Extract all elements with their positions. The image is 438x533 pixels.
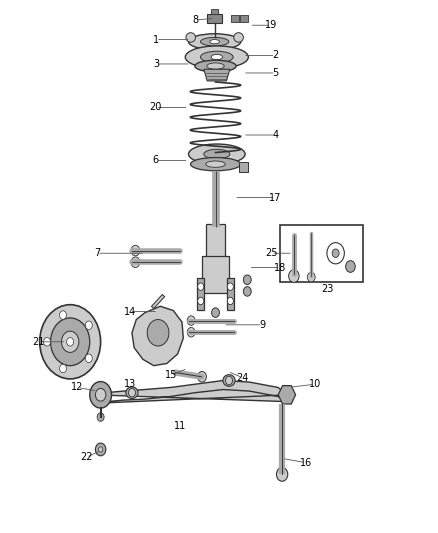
Circle shape xyxy=(95,443,106,456)
FancyBboxPatch shape xyxy=(202,256,229,293)
Text: 20: 20 xyxy=(150,102,162,112)
Ellipse shape xyxy=(195,60,236,72)
Ellipse shape xyxy=(185,46,248,68)
Circle shape xyxy=(327,243,344,264)
Circle shape xyxy=(198,297,204,305)
Ellipse shape xyxy=(207,63,224,69)
Ellipse shape xyxy=(201,37,229,46)
Polygon shape xyxy=(132,306,184,366)
Circle shape xyxy=(95,389,106,401)
Circle shape xyxy=(147,319,169,346)
Ellipse shape xyxy=(196,158,237,169)
Text: 21: 21 xyxy=(32,337,45,347)
Ellipse shape xyxy=(204,149,230,159)
Text: 25: 25 xyxy=(265,248,278,259)
Circle shape xyxy=(90,382,112,408)
Polygon shape xyxy=(204,69,230,81)
Circle shape xyxy=(85,354,92,362)
FancyBboxPatch shape xyxy=(197,278,204,310)
Circle shape xyxy=(198,283,204,290)
Text: 3: 3 xyxy=(153,59,159,69)
Circle shape xyxy=(85,321,92,329)
Circle shape xyxy=(198,372,206,382)
Ellipse shape xyxy=(223,375,235,386)
Ellipse shape xyxy=(186,33,195,42)
Text: 22: 22 xyxy=(80,453,92,463)
Circle shape xyxy=(97,413,104,421)
Circle shape xyxy=(226,376,233,385)
Ellipse shape xyxy=(188,34,241,50)
Circle shape xyxy=(187,316,195,325)
Ellipse shape xyxy=(211,54,223,60)
Text: 5: 5 xyxy=(272,68,279,78)
Ellipse shape xyxy=(191,158,240,171)
Text: 14: 14 xyxy=(124,306,136,317)
FancyBboxPatch shape xyxy=(280,225,363,282)
Text: 18: 18 xyxy=(274,263,286,272)
Circle shape xyxy=(212,308,219,317)
Circle shape xyxy=(244,287,251,296)
Text: 6: 6 xyxy=(153,156,159,165)
Text: 11: 11 xyxy=(174,421,186,431)
Text: 19: 19 xyxy=(265,20,277,30)
Circle shape xyxy=(227,297,233,305)
Circle shape xyxy=(227,283,233,290)
FancyBboxPatch shape xyxy=(207,14,223,22)
Text: 24: 24 xyxy=(237,373,249,383)
Text: 2: 2 xyxy=(272,51,279,60)
FancyBboxPatch shape xyxy=(227,278,234,310)
Text: 13: 13 xyxy=(124,379,136,389)
Text: 7: 7 xyxy=(94,248,100,259)
Text: 23: 23 xyxy=(321,284,334,294)
Ellipse shape xyxy=(234,33,244,42)
Circle shape xyxy=(99,447,103,452)
Circle shape xyxy=(332,249,339,257)
Circle shape xyxy=(60,311,67,319)
FancyBboxPatch shape xyxy=(240,15,248,21)
Circle shape xyxy=(67,337,74,346)
Ellipse shape xyxy=(210,39,219,44)
FancyBboxPatch shape xyxy=(211,10,218,14)
Circle shape xyxy=(60,364,67,373)
Circle shape xyxy=(128,389,135,397)
Circle shape xyxy=(131,257,140,268)
FancyBboxPatch shape xyxy=(206,224,225,259)
Text: 1: 1 xyxy=(153,35,159,45)
FancyBboxPatch shape xyxy=(240,162,248,172)
Circle shape xyxy=(289,270,299,282)
Text: 9: 9 xyxy=(259,320,265,330)
Text: 15: 15 xyxy=(165,370,177,380)
FancyBboxPatch shape xyxy=(231,15,239,21)
Circle shape xyxy=(44,337,50,346)
Ellipse shape xyxy=(188,144,245,164)
Circle shape xyxy=(307,272,315,282)
Circle shape xyxy=(187,327,195,337)
Circle shape xyxy=(276,467,288,481)
Circle shape xyxy=(244,275,251,285)
Polygon shape xyxy=(95,381,289,403)
Text: 12: 12 xyxy=(71,382,84,392)
Circle shape xyxy=(346,261,355,272)
Circle shape xyxy=(40,305,101,379)
Ellipse shape xyxy=(126,387,138,399)
Text: 17: 17 xyxy=(269,192,282,203)
Ellipse shape xyxy=(201,51,233,63)
Text: 8: 8 xyxy=(192,15,198,25)
Circle shape xyxy=(131,245,140,256)
Text: 16: 16 xyxy=(300,458,312,467)
Circle shape xyxy=(61,331,79,352)
Text: 4: 4 xyxy=(272,130,279,140)
Circle shape xyxy=(50,318,90,366)
Text: 10: 10 xyxy=(309,379,321,389)
Ellipse shape xyxy=(206,161,225,167)
